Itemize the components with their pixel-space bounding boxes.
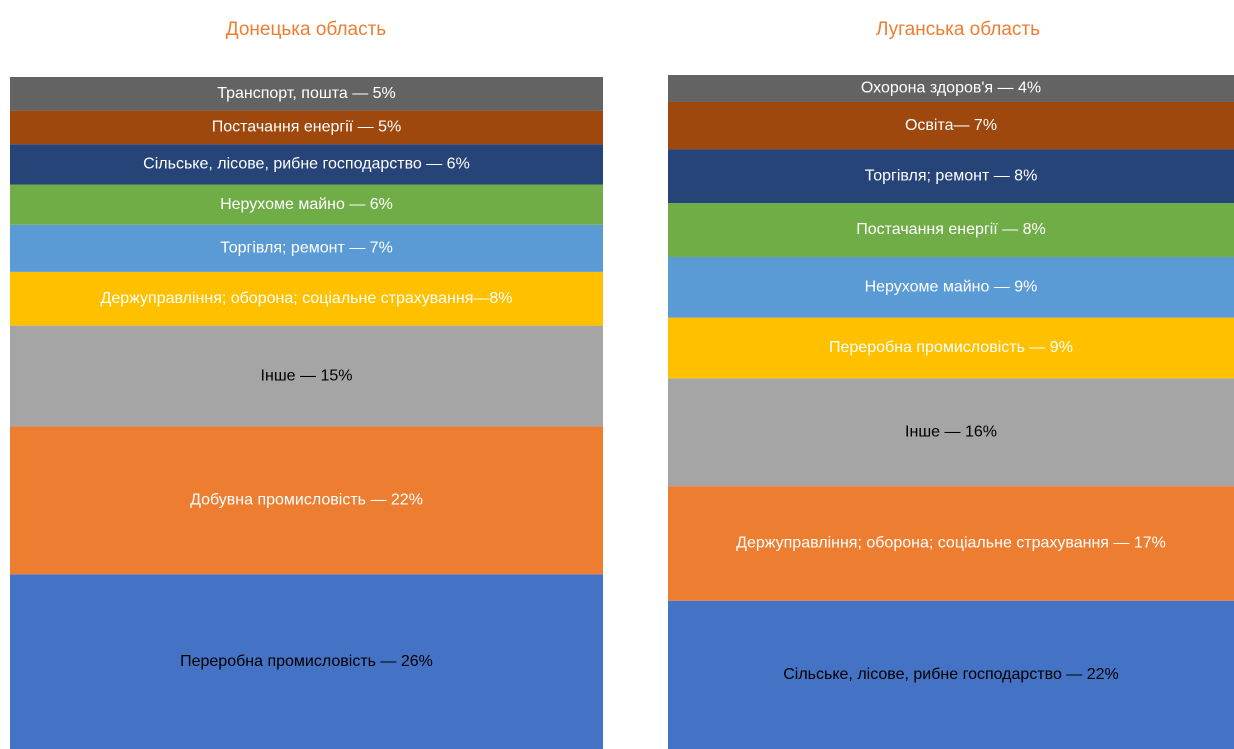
bar-segment: [10, 110, 603, 145]
data-label: Переробна промисловість — 26%: [180, 653, 433, 670]
bar-segment: [10, 224, 603, 272]
data-label: Інше — 15%: [261, 367, 353, 384]
bar-segment: [10, 77, 603, 111]
bar-segment: [10, 574, 603, 749]
data-label: Переробна промисловість — 9%: [829, 339, 1073, 356]
data-label: Держуправління; оборона; соціальне страх…: [101, 290, 513, 307]
data-label: Добувна промисловість — 22%: [190, 492, 423, 509]
bar-segment: [10, 184, 603, 225]
data-label: Інше — 16%: [905, 423, 997, 440]
bar-segment: [668, 486, 1234, 601]
bar-segment: [10, 144, 603, 185]
data-label: Держуправління; оборона; соціальне страх…: [736, 535, 1166, 552]
data-label: Торгівля; ремонт — 7%: [220, 240, 393, 257]
bar-segment: [10, 271, 603, 326]
chart-title: Донецька область: [226, 19, 387, 40]
data-label: Постачання енергії — 8%: [856, 221, 1046, 238]
bar-segment: [668, 149, 1234, 204]
data-label: Торгівля; ремонт — 8%: [865, 167, 1038, 184]
data-label: Сільське, лісове, рибне господарство — 2…: [783, 666, 1119, 683]
data-label: Транспорт, пошта — 5%: [217, 85, 396, 102]
bar-segment: [668, 600, 1234, 749]
bar-segment: [668, 378, 1234, 487]
data-label: Освіта— 7%: [905, 117, 997, 134]
bar-segment: [668, 75, 1234, 102]
bar-segment: [10, 426, 603, 575]
chart-title: Луганська область: [876, 19, 1040, 40]
bar-segment: [10, 325, 603, 427]
bar-segment: [668, 203, 1234, 257]
bar-segment: [668, 101, 1234, 150]
data-label: Нерухоме майно — 9%: [865, 279, 1038, 296]
data-label: Сільське, лісове, рибне господарство — 6…: [143, 156, 470, 173]
bar-segment: [668, 256, 1234, 318]
bar-segment: [668, 317, 1234, 379]
data-label: Нерухоме майно — 6%: [220, 196, 393, 213]
data-label: Постачання енергії — 5%: [212, 119, 402, 136]
data-label: Охорона здоров'я — 4%: [861, 80, 1041, 97]
